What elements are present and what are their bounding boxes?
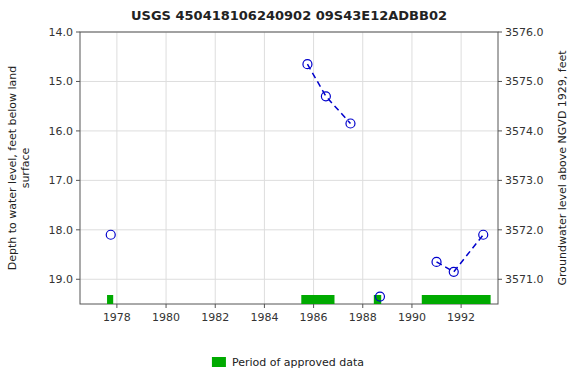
x-grid-line [411,32,412,304]
y-grid-line [80,180,498,181]
x-tick-label: 1980 [152,311,180,324]
x-axis: 1978 1980 1982 1984 1986 1988 1990 1992 [103,304,475,324]
x-grid-line [362,32,363,304]
x-tick [264,304,265,308]
y2-tick [498,81,502,82]
y-axis-label: Depth to water level, feet below landsur… [6,66,32,271]
y-tick [76,229,80,230]
y-tick-label: 18.0 [49,224,74,237]
y2-tick-label: 3573.0 [505,174,544,187]
y2-tick [498,279,502,280]
y2-tick-label: 3571.0 [505,273,544,286]
x-tick [362,304,363,308]
y2-tick-label: 3575.0 [505,75,544,88]
y-tick-label: 14.0 [49,26,74,39]
y-axis: 14.0 15.0 16.0 17.0 18.0 19.0 [49,26,81,286]
y2-tick [498,130,502,131]
series-point [106,230,115,239]
x-grid-line [215,32,216,304]
chart: 1978 1980 1982 1984 1986 1988 1990 1992 14.0 15.0… [0,0,576,384]
y-grid-line [80,81,498,82]
x-tick-label: 1984 [250,311,278,324]
approved-period-bar [422,295,491,304]
y2-tick-label: 3572.0 [505,224,544,237]
series-point [375,292,384,301]
x-grid-line [116,32,117,304]
y2-tick-label: 3576.0 [505,26,544,39]
series-point [479,230,488,239]
series-line [437,235,484,272]
y-tick-label: 19.0 [49,273,74,286]
y2-axis-label: Groundwater level above NGVD 1929, feet [556,50,569,286]
y2-tick [498,180,502,181]
x-tick [411,304,412,308]
approved-period-bar [301,295,334,304]
x-tick-label: 1988 [349,311,377,324]
page: {"chart_data": { "type": "line", "title"… [0,0,576,384]
x-tick [461,304,462,308]
y-grid-line [80,229,498,230]
y-tick-label: 16.0 [49,125,74,138]
y-axis-label-line: Depth to water level, feet below land [6,66,19,271]
plot-data [106,60,490,304]
series-point [432,257,441,266]
title: USGS 450418106240902 09S43E12ADBB02 [131,8,447,23]
y-tick [76,81,80,82]
y2-tick [498,32,502,33]
x-tick-label: 1982 [201,311,229,324]
x-tick [116,304,117,308]
x-tick-label: 1978 [103,311,131,324]
y-tick-label: 17.0 [49,174,74,187]
plot-frame [80,32,498,304]
grid [80,32,498,304]
series-point [449,267,458,276]
y-tick-label: 15.0 [49,75,74,88]
x-grid-line [166,32,167,304]
x-tick-label: 1990 [398,311,426,324]
legend-swatch [212,357,226,367]
series-line [307,64,350,123]
legend-label: Period of approved data [232,356,364,369]
y2-tick-label: 3574.0 [505,125,544,138]
y-tick [76,130,80,131]
y-tick [76,180,80,181]
x-tick [215,304,216,308]
y-axis-label-line: surface [19,147,32,188]
legend: Period of approved data [212,356,364,369]
x-tick [166,304,167,308]
y2-axis: 3576.0 3575.0 3574.0 3573.0 3572.0 3571.0 [498,26,544,286]
background [0,0,576,384]
y-grid-line [80,279,498,280]
approved-period-bar [107,295,113,304]
x-tick-label: 1992 [447,311,475,324]
series-point [303,60,312,69]
x-tick [313,304,314,308]
y2-tick [498,229,502,230]
series-point [346,119,355,128]
x-tick-label: 1986 [300,311,328,324]
series-point [321,92,330,101]
y-tick [76,32,80,33]
y-tick [76,279,80,280]
x-grid-line [264,32,265,304]
y-grid-line [80,130,498,131]
